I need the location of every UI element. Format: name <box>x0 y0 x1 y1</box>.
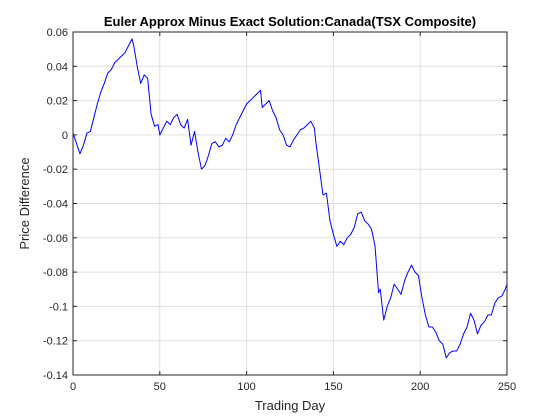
y-tick-label: 0 <box>62 130 68 142</box>
y-axis-label: Price Difference <box>17 157 32 249</box>
tick-layer: 0 50 100 150 200 250 0.06 0.04 0.02 0 -0.02 -0.04 -0… <box>43 27 516 393</box>
x-tick-label: 150 <box>324 381 342 393</box>
x-tick-label: 0 <box>70 381 76 393</box>
y-tick-label: -0.04 <box>43 199 68 211</box>
y-tick-label: -0.1 <box>49 301 68 313</box>
series-layer <box>72 38 508 359</box>
y-tick-label: 0.04 <box>47 61 68 73</box>
y-tick-label: -0.12 <box>43 336 68 348</box>
x-tick-label: 250 <box>498 381 516 393</box>
y-tick-label: -0.06 <box>43 233 68 245</box>
y-tick-label: -0.08 <box>43 267 68 279</box>
grid-layer <box>72 31 508 376</box>
x-axis-label: Trading Day <box>255 398 326 413</box>
y-tick-label: -0.14 <box>43 370 68 382</box>
series-line-0 <box>72 38 508 359</box>
x-tick-label: 200 <box>411 381 429 393</box>
y-tick-label: 0.02 <box>47 96 68 108</box>
x-tick-label: 100 <box>237 381 255 393</box>
y-tick-label: 0.06 <box>47 27 68 39</box>
chart-title: Euler Approx Minus Exact Solution:Canada… <box>104 14 476 29</box>
x-tick-label: 50 <box>154 381 166 393</box>
y-tick-label: -0.02 <box>43 164 68 176</box>
